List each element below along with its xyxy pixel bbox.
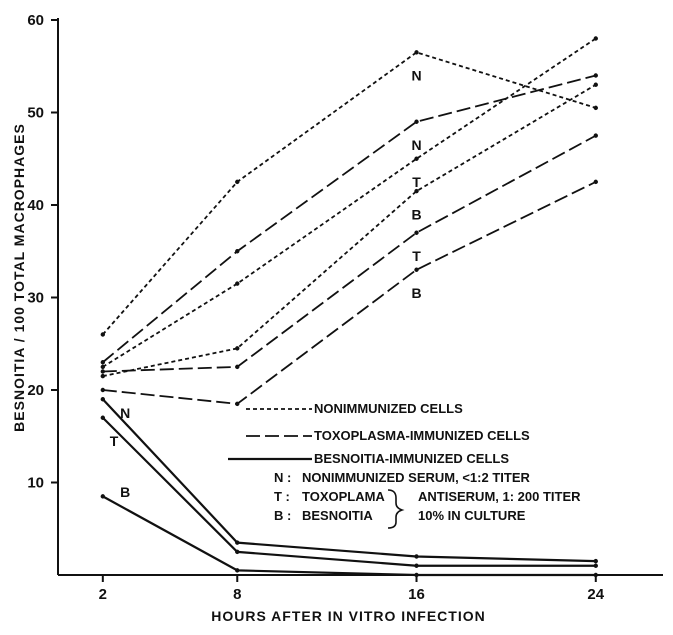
series-dotted-b <box>101 83 598 379</box>
data-point <box>414 573 418 577</box>
data-point <box>414 554 418 558</box>
data-point <box>101 388 105 392</box>
legend-note-detail: 10% IN CULTURE <box>418 508 526 523</box>
legend-brace <box>388 490 402 528</box>
data-point <box>414 564 418 568</box>
legend-note-key: N : <box>274 470 291 485</box>
data-point <box>101 365 105 369</box>
series-label: N <box>411 68 421 84</box>
legend-note-text: NONIMMUNIZED SERUM, <1:2 TITER <box>302 470 530 485</box>
data-point <box>101 360 105 364</box>
data-point <box>235 365 239 369</box>
y-tick-label: 20 <box>27 382 44 399</box>
data-point <box>594 83 598 87</box>
data-point <box>235 249 239 253</box>
data-point <box>594 133 598 137</box>
data-point <box>101 374 105 378</box>
data-point <box>235 180 239 184</box>
x-tick-label: 8 <box>233 586 241 603</box>
data-point <box>235 550 239 554</box>
y-tick-label: 10 <box>27 475 44 492</box>
legend-note-key: T : <box>274 489 290 504</box>
legend-note-text: BESNOITIA <box>302 508 373 523</box>
legend-note-text: TOXOPLAMA <box>302 489 385 504</box>
data-point <box>414 120 418 124</box>
series-label: B <box>411 206 421 222</box>
data-point <box>101 416 105 420</box>
data-point <box>235 402 239 406</box>
data-point <box>235 281 239 285</box>
series-label: B <box>120 484 130 500</box>
x-axis-title: HOURS AFTER IN VITRO INFECTION <box>211 608 485 624</box>
data-point <box>235 568 239 572</box>
x-tick-label: 2 <box>99 586 107 603</box>
data-point <box>101 369 105 373</box>
data-point <box>101 332 105 336</box>
series-label: B <box>411 285 421 301</box>
data-point <box>594 180 598 184</box>
data-point <box>594 564 598 568</box>
series-label: T <box>412 174 421 190</box>
y-tick-label: 30 <box>27 290 44 307</box>
data-point <box>101 397 105 401</box>
y-tick-label: 40 <box>27 197 44 214</box>
series-label: N <box>411 137 421 153</box>
x-tick-label: 16 <box>408 586 425 603</box>
x-tick-label: 24 <box>587 586 604 603</box>
y-axis-title: BESNOITIA / 100 TOTAL MACROPHAGES <box>11 123 27 432</box>
legend: NONIMMUNIZED CELLS TOXOPLASMA-IMMUNIZED C… <box>228 401 581 528</box>
data-point <box>414 50 418 54</box>
legend-entry: TOXOPLASMA-IMMUNIZED CELLS <box>314 428 530 443</box>
data-point <box>594 106 598 110</box>
legend-entry: NONIMMUNIZED CELLS <box>314 401 463 416</box>
data-point <box>101 494 105 498</box>
series-dotted-n <box>101 50 598 337</box>
data-point <box>235 540 239 544</box>
legend-entry: BESNOITIA-IMMUNIZED CELLS <box>314 451 509 466</box>
series-label: T <box>110 433 119 449</box>
data-point <box>594 73 598 77</box>
series-line <box>103 39 596 367</box>
data-point <box>235 346 239 350</box>
series-line <box>103 182 596 404</box>
series-label: T <box>412 248 421 264</box>
data-point <box>594 573 598 577</box>
data-point <box>594 559 598 563</box>
y-tick-label: 60 <box>27 12 44 29</box>
data-point <box>414 268 418 272</box>
data-point <box>594 36 598 40</box>
y-tick-label: 50 <box>27 105 44 122</box>
series-label: N <box>120 405 130 421</box>
series-line <box>103 85 596 376</box>
legend-note-key: B : <box>274 508 291 523</box>
data-point <box>414 231 418 235</box>
data-point <box>414 157 418 161</box>
series-dashed-b <box>101 180 598 406</box>
legend-note-detail: ANTISERUM, 1: 200 TITER <box>418 489 581 504</box>
